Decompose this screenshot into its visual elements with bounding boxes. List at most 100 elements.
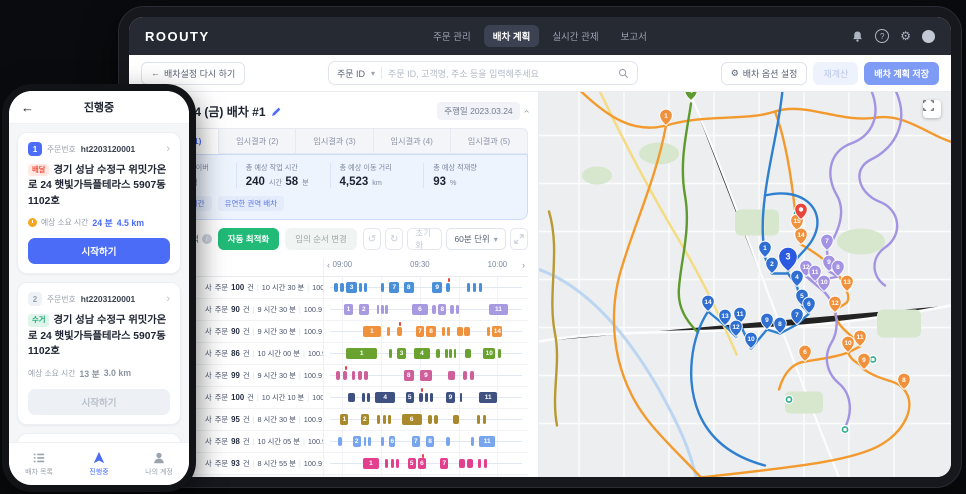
route-stop-pin[interactable]: 8: [897, 372, 911, 391]
search-filter-select[interactable]: 주문 ID: [336, 68, 366, 79]
gantt-bar[interactable]: [363, 371, 368, 380]
chevron-right-icon[interactable]: ›: [166, 293, 170, 306]
gantt-lane[interactable]: 2 6 7 8 11: [323, 431, 528, 452]
nav-menu-item[interactable]: 실시간 관제: [552, 32, 599, 43]
gantt-bar[interactable]: 9: [432, 282, 443, 293]
chevron-right-icon[interactable]: ›: [166, 143, 170, 155]
gantt-bar[interactable]: 9: [446, 392, 455, 403]
gantt-bar[interactable]: 8: [438, 304, 447, 315]
gantt-bar[interactable]: [381, 437, 384, 446]
unassigned-row[interactable]: 10 건: [141, 475, 528, 477]
search-input[interactable]: 주문 ID, 고객명, 주소 등을 입력해주세요: [388, 68, 539, 79]
timeline-next-icon[interactable]: ›: [522, 260, 525, 270]
expand-icon[interactable]: [509, 228, 528, 250]
gantt-bar[interactable]: [391, 459, 395, 468]
gantt-bar[interactable]: 1: [340, 414, 349, 425]
gantt-bar[interactable]: 11: [489, 304, 508, 315]
gantt-bar[interactable]: [483, 415, 487, 424]
gantt-lane[interactable]: 1 2 6 8 11: [323, 299, 528, 320]
gantt-bar[interactable]: 10: [483, 348, 496, 359]
gantt-bar[interactable]: [453, 349, 457, 358]
result-tab[interactable]: 임시결과 (5): [450, 128, 529, 154]
gantt-bar[interactable]: [343, 371, 348, 380]
gantt-bar[interactable]: 11: [479, 436, 496, 447]
route-stop-pin[interactable]: 8: [831, 259, 845, 278]
manual-order-button[interactable]: 임의 순서 변경: [285, 228, 357, 250]
route-stop-pin[interactable]: 7: [790, 307, 804, 326]
route-stop-pin[interactable]: 10: [744, 331, 758, 350]
route-stop-pin[interactable]: 9: [760, 312, 774, 331]
gantt-lane[interactable]: 1 3 4 10: [323, 343, 528, 364]
gantt-bar[interactable]: [388, 415, 392, 424]
gantt-bar[interactable]: [351, 371, 355, 380]
gantt-bar[interactable]: [366, 393, 370, 402]
gantt-bar[interactable]: 3: [397, 348, 406, 359]
back-arrow-icon[interactable]: ←: [21, 99, 34, 115]
gantt-bar[interactable]: [430, 393, 434, 402]
result-tab[interactable]: 임시결과 (2): [219, 128, 297, 154]
gantt-bar[interactable]: [469, 371, 474, 380]
route-stop-pin[interactable]: 6: [802, 296, 816, 315]
gantt-bar[interactable]: 2: [352, 436, 361, 447]
gantt-bar[interactable]: [381, 305, 384, 314]
reset-button[interactable]: 초기화: [407, 228, 443, 250]
gantt-bar[interactable]: [385, 305, 388, 314]
gantt-bar[interactable]: [367, 437, 371, 446]
gantt-bar[interactable]: 6: [411, 304, 429, 315]
route-stop-pin[interactable]: 10: [841, 335, 855, 354]
gantt-bar[interactable]: [446, 283, 451, 292]
gantt-bar[interactable]: [478, 459, 482, 468]
route-map[interactable]: 4115147198121121013456121411137981211101…: [539, 92, 951, 477]
gantt-bar[interactable]: 7: [411, 436, 420, 447]
gantt-bar[interactable]: 6: [401, 414, 422, 425]
gantt-bar[interactable]: [357, 371, 362, 380]
gantt-bar[interactable]: 5: [405, 392, 414, 403]
gantt-bar[interactable]: 2: [360, 414, 369, 425]
result-tab[interactable]: 임시결과 (3): [296, 128, 374, 154]
gantt-bar[interactable]: [446, 437, 451, 446]
back-to-settings-button[interactable]: ← 배차설정 다시 하기: [141, 61, 246, 85]
gantt-bar[interactable]: [358, 283, 362, 292]
gantt-bar[interactable]: 2: [358, 304, 369, 315]
gantt-bar[interactable]: 11: [479, 392, 498, 403]
gantt-bar[interactable]: [445, 349, 449, 358]
gantt-bar[interactable]: [397, 327, 402, 336]
gantt-bar[interactable]: [338, 437, 343, 446]
gantt-bar[interactable]: [424, 393, 429, 402]
route-stop-pin[interactable]: 4: [684, 92, 698, 102]
gantt-bar[interactable]: 8: [403, 370, 414, 381]
gantt-bar[interactable]: [396, 459, 400, 468]
gantt-bar[interactable]: 5: [407, 458, 416, 469]
gantt-bar[interactable]: [389, 349, 393, 358]
gantt-bar[interactable]: 3: [346, 282, 357, 293]
order-card[interactable]: 2 주문번호 ht2203120001 › 수거 경기 성남 수정구 위밋가온로 24 햇…: [17, 282, 181, 425]
start-button[interactable]: 시작하기: [28, 388, 170, 415]
save-plan-button[interactable]: 배차 계획 저장: [864, 61, 939, 85]
route-stop-pin[interactable]: 6: [798, 344, 812, 363]
gantt-bar[interactable]: [377, 415, 381, 424]
gantt-bar[interactable]: 8: [426, 326, 437, 337]
route-stop-pin[interactable]: 8: [773, 316, 787, 335]
gantt-bar[interactable]: [456, 327, 463, 336]
gantt-bar[interactable]: 8: [403, 282, 414, 293]
recalculate-button[interactable]: 재계산: [813, 61, 859, 85]
gantt-bar[interactable]: [462, 371, 467, 380]
gantt-bar[interactable]: 9: [419, 370, 433, 381]
search-icon[interactable]: [618, 68, 629, 79]
gantt-lane[interactable]: 1 7 8 14: [323, 321, 528, 342]
gantt-lane[interactable]: [323, 475, 528, 477]
alert-pin[interactable]: [794, 202, 808, 221]
gantt-bar[interactable]: [418, 393, 423, 402]
route-stop-pin[interactable]: 1: [758, 240, 772, 259]
gantt-bar[interactable]: 7: [389, 282, 400, 293]
gantt-bar[interactable]: 14: [492, 326, 503, 337]
gantt-bar[interactable]: [428, 415, 433, 424]
